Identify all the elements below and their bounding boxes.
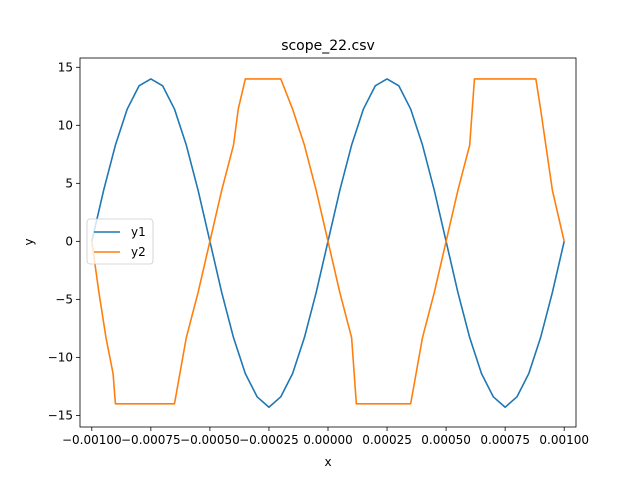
chart-title: scope_22.csv [281,38,375,54]
x-tick-label: 0.00000 [303,433,353,447]
series-line-y2 [91,78,565,405]
y-tick-label: −15 [48,408,73,422]
x-tick-label: 0.00025 [362,433,412,447]
x-tick-label: −0.00100 [62,433,122,447]
legend-label-y2: y2 [131,245,146,259]
legend-label-y1: y1 [131,225,146,239]
y-tick-label: 15 [58,60,73,74]
y-axis-label: y [22,238,36,245]
x-tick-label: 0.00075 [480,433,530,447]
y-tick-label: 10 [58,118,73,132]
plot-area: −0.00100 −0.00075 −0.00050 −0.00025 0.00000 0… [48,57,589,447]
x-tick-label: −0.00050 [180,433,240,447]
x-tick-label: −0.00025 [239,433,299,447]
y-tick-label: 5 [65,176,73,190]
y-tick-label: 0 [65,234,73,248]
x-tick-label: 0.00100 [539,433,589,447]
x-tick-label: 0.00050 [421,433,471,447]
y-tick-label: −10 [48,350,73,364]
y-tick-label: −5 [55,292,73,306]
x-tick-label: −0.00075 [121,433,181,447]
x-axis-label: x [324,455,331,469]
